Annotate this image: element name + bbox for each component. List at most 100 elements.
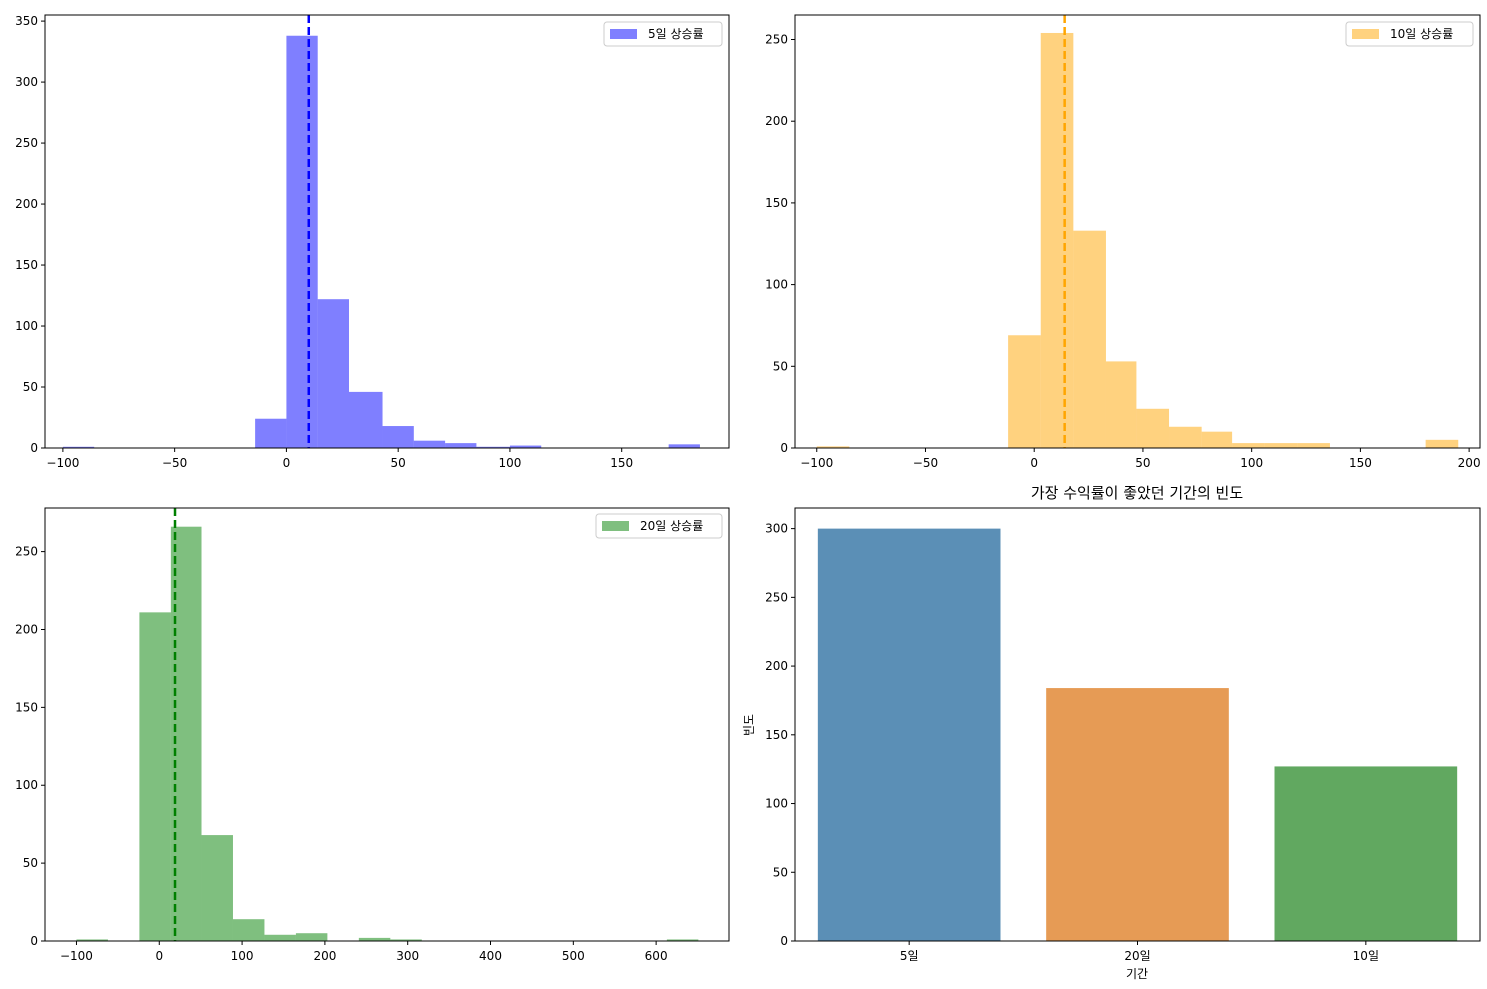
x-tick-label: 50 bbox=[391, 456, 406, 470]
histogram-bar bbox=[668, 444, 700, 448]
histogram-bar bbox=[390, 939, 422, 941]
legend-box bbox=[595, 513, 723, 539]
y-tick-label: 150 bbox=[765, 728, 788, 742]
histogram-5d-panel: 0 50 100 150 200 250 300 350 −100 −50 0 50 100 150 5… bbox=[15, 14, 730, 470]
x-tick-label: 150 bbox=[610, 456, 633, 470]
y-tick-label: 250 bbox=[765, 33, 788, 47]
y-tick-label: 350 bbox=[15, 14, 38, 28]
histogram-bar bbox=[666, 939, 699, 941]
x-tick-label: 0 bbox=[283, 456, 291, 470]
bar-chart-y-axis: 0 50 100 150 200 250 300 bbox=[765, 522, 795, 948]
legend-box bbox=[1345, 21, 1474, 47]
histogram-bar bbox=[1105, 361, 1137, 448]
histogram-10d-x-axis: −100 −50 0 50 100 150 200 bbox=[800, 448, 1481, 470]
y-tick-label: 100 bbox=[765, 797, 788, 811]
x-tick-label: −100 bbox=[46, 456, 79, 470]
y-tick-label: 0 bbox=[780, 934, 788, 948]
histogram-5d-legend: 5일 상승률 bbox=[603, 21, 723, 47]
histogram-10d-frame bbox=[794, 14, 1481, 449]
histogram-20d-legend: 20일 상승률 bbox=[595, 513, 723, 539]
x-tick-label: 100 bbox=[231, 949, 254, 963]
y-tick-label: 200 bbox=[15, 622, 38, 636]
y-tick-label: 150 bbox=[15, 258, 38, 272]
histogram-5d-frame bbox=[44, 14, 730, 449]
bar-chart-ylabel: 빈도 bbox=[742, 714, 756, 736]
x-tick-label: 0 bbox=[1030, 456, 1038, 470]
histogram-20d-y-axis: 0 50 100 150 200 250 bbox=[15, 545, 45, 948]
histogram-bar bbox=[255, 418, 287, 448]
histogram-bar bbox=[1008, 335, 1041, 448]
y-tick-label: 200 bbox=[765, 114, 788, 128]
legend-box bbox=[603, 21, 723, 47]
bar bbox=[1274, 766, 1458, 941]
y-tick-label: 250 bbox=[765, 590, 788, 604]
x-tick-label: 200 bbox=[313, 949, 336, 963]
histogram-bar bbox=[1169, 426, 1202, 448]
y-tick-label: 0 bbox=[780, 441, 788, 455]
legend-swatch bbox=[610, 29, 637, 39]
y-tick-label: 300 bbox=[15, 75, 38, 89]
y-tick-label: 250 bbox=[15, 136, 38, 150]
x-tick-label: 300 bbox=[396, 949, 419, 963]
y-tick-label: 50 bbox=[773, 865, 788, 879]
x-tick-label: 150 bbox=[1349, 456, 1372, 470]
legend-label: 5일 상승률 bbox=[648, 27, 704, 41]
histogram-bar bbox=[1201, 431, 1233, 448]
histogram-bar bbox=[413, 440, 446, 448]
y-tick-label: 0 bbox=[30, 441, 38, 455]
x-tick-label: −50 bbox=[162, 456, 187, 470]
bar-chart-bars bbox=[817, 528, 1458, 941]
x-tick-label: 50 bbox=[1135, 456, 1150, 470]
x-tick-label: 0 bbox=[155, 949, 163, 963]
histogram-bar bbox=[358, 937, 391, 941]
x-tick-label: 20일 bbox=[1124, 949, 1150, 963]
x-tick-label: 500 bbox=[562, 949, 585, 963]
histogram-5d-bars bbox=[62, 35, 700, 449]
x-tick-label: 5일 bbox=[900, 949, 919, 963]
histogram-20d-x-axis: −100 0 100 200 300 400 500 600 bbox=[60, 941, 668, 963]
y-tick-label: 100 bbox=[765, 278, 788, 292]
x-tick-label: 100 bbox=[498, 456, 521, 470]
legend-swatch bbox=[602, 521, 629, 531]
histogram-bar bbox=[1040, 32, 1074, 449]
bar-chart-title: 가장 수익률이 좋았던 기간의 빈도 bbox=[1031, 484, 1243, 502]
x-tick-label: −50 bbox=[913, 456, 938, 470]
bar bbox=[817, 528, 1001, 941]
histogram-bar bbox=[1232, 443, 1265, 448]
y-tick-label: 300 bbox=[765, 522, 788, 536]
legend-label: 10일 상승률 bbox=[1390, 27, 1453, 41]
histogram-10d-bars bbox=[816, 32, 1459, 449]
x-tick-label: 600 bbox=[645, 949, 668, 963]
bar bbox=[1046, 688, 1229, 941]
y-tick-label: 150 bbox=[765, 196, 788, 210]
histogram-bar bbox=[509, 445, 542, 448]
y-tick-label: 0 bbox=[30, 934, 38, 948]
histogram-bar bbox=[476, 446, 510, 448]
histogram-bar bbox=[295, 933, 328, 941]
x-tick-label: 200 bbox=[1458, 456, 1481, 470]
y-tick-label: 200 bbox=[765, 659, 788, 673]
histogram-bar bbox=[76, 939, 108, 941]
histogram-20d-frame bbox=[44, 507, 730, 942]
legend-label: 20일 상승률 bbox=[640, 519, 703, 533]
bar-chart-x-axis: 5일 20일 10일 bbox=[900, 941, 1379, 963]
histogram-bar bbox=[317, 299, 349, 448]
histogram-20d-bars bbox=[76, 526, 699, 941]
histogram-bar bbox=[1073, 230, 1106, 448]
histogram-5d-y-axis: 0 50 100 150 200 250 300 350 bbox=[15, 14, 45, 455]
x-tick-label: −100 bbox=[60, 949, 93, 963]
y-tick-label: 50 bbox=[773, 359, 788, 373]
y-tick-label: 100 bbox=[15, 778, 38, 792]
histogram-bar bbox=[1136, 408, 1170, 448]
histogram-bar bbox=[1425, 439, 1459, 448]
y-tick-label: 50 bbox=[23, 380, 38, 394]
histogram-bar bbox=[816, 446, 850, 448]
histogram-bar bbox=[139, 612, 171, 941]
x-tick-label: 400 bbox=[479, 949, 502, 963]
histogram-bar bbox=[286, 35, 318, 449]
histogram-bar bbox=[445, 443, 477, 448]
y-tick-label: 100 bbox=[15, 319, 38, 333]
y-tick-label: 150 bbox=[15, 700, 38, 714]
histogram-bar bbox=[382, 426, 414, 448]
